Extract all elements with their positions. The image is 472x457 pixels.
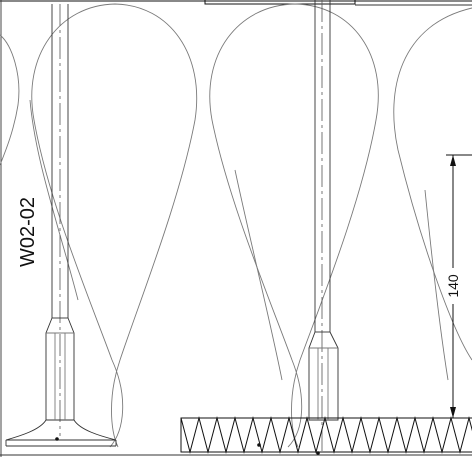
insulation-crossing-left [29, 99, 79, 301]
insulation-loop-3 [393, 7, 472, 361]
dimension-140: 140 [445, 154, 472, 419]
insulation-loop-left-partial [0, 34, 20, 166]
fastener-point [257, 443, 261, 447]
stud-left [5, 4, 117, 447]
insulation-crossing-mid [234, 169, 283, 381]
wall-tag-label: W02-02 [17, 197, 39, 267]
dimension-value: 140 [445, 274, 461, 298]
insulation-loop-2 [209, 3, 379, 448]
insulation-crossing-right [424, 189, 449, 381]
top-edge [0, 0, 472, 6]
batt-insulation-pattern [0, 3, 472, 448]
stud-center [308, 0, 339, 455]
fastener-point [55, 437, 59, 441]
rigid-insulation-board [180, 416, 472, 454]
insulation-loop-1 [31, 3, 198, 448]
